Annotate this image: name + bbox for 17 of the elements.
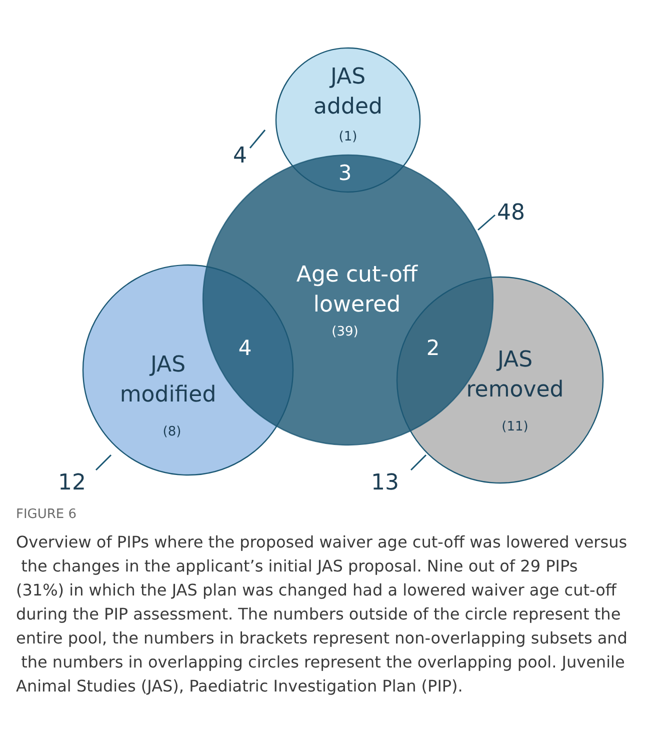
data-label: 13 <box>371 470 399 496</box>
data-label: 3 <box>338 161 352 185</box>
data-label: 4 <box>238 336 252 360</box>
category-label: Age cut-off lowered <box>296 262 418 318</box>
data-label: 48 <box>497 200 525 226</box>
data-label: 2 <box>426 336 440 360</box>
text: FIGURE 6 <box>16 507 77 522</box>
data-label: (8) <box>162 424 182 440</box>
category-label: JAS added <box>314 64 382 120</box>
data-label: 12 <box>58 470 86 496</box>
data-label: (11) <box>502 420 528 434</box>
data-label: (1) <box>338 130 358 144</box>
data-label: (39) <box>332 324 358 340</box>
category-label: JAS modified <box>120 352 216 408</box>
data-label: 4 <box>233 144 247 168</box>
category-label: JAS removed <box>466 348 564 402</box>
text: Overview of PIPs where the proposed waiver age cut-off was lowered versus the changes in the applicant’s initial JAS proposal. Nine out of 29 PIPs (31%) in which the JAS plan was changed had a lowered waiver age cut-off during the PIP assessment. The numbers outside of the circle represent the entire pool, the numbers in brackets represent non-overlapping subsets and the numbers in overlapping circles represent the overlapping pool. Juvenile Animal Studies (JAS), Paediatric Investigation Plan (PIP). <box>16 532 630 696</box>
